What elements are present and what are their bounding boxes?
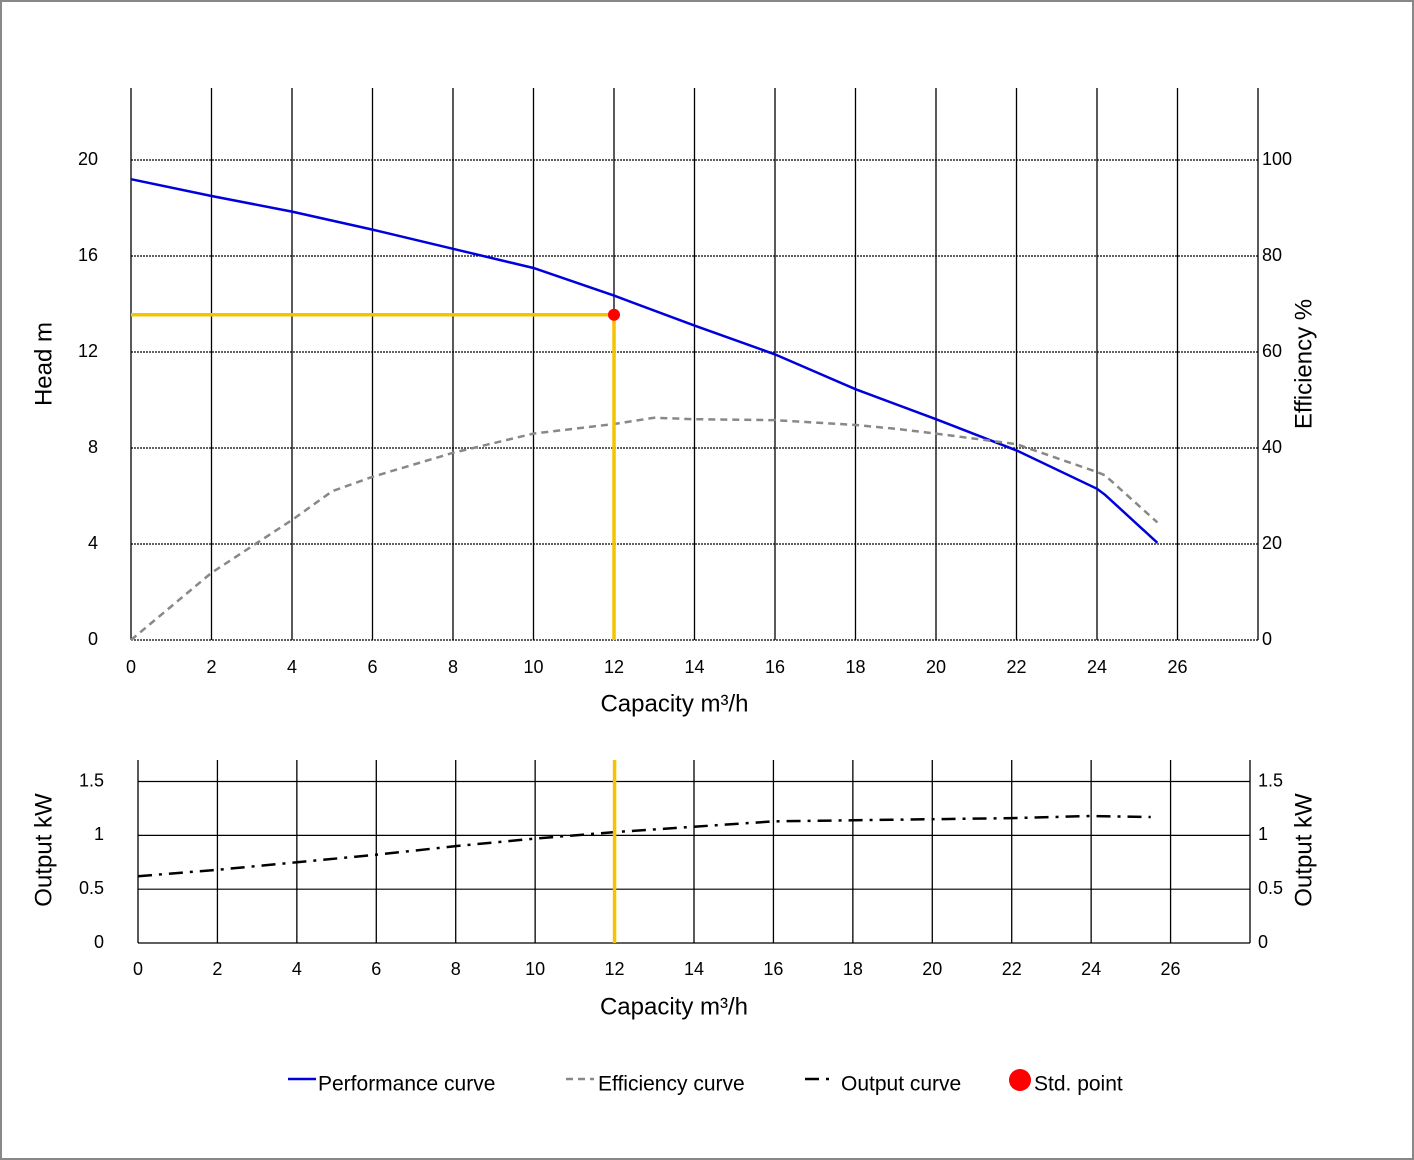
y-axis-title: Head m <box>30 322 57 406</box>
x-tick-label: 4 <box>292 959 302 979</box>
x-tick-label: 10 <box>525 959 545 979</box>
x-tick-label: 22 <box>1002 959 1022 979</box>
y2-tick-label: 20 <box>1262 533 1282 553</box>
x-axis-title: Capacity m³/h <box>600 690 748 717</box>
y-tick-label: 0 <box>88 629 98 649</box>
y-tick-label: 20 <box>78 149 98 169</box>
y2-tick-label: 60 <box>1262 341 1282 361</box>
x-tick-label: 22 <box>1006 657 1026 677</box>
x-tick-label: 2 <box>206 657 216 677</box>
x-tick-label: 12 <box>604 657 624 677</box>
series-line <box>130 416 1159 641</box>
x-tick-label: 6 <box>367 657 377 677</box>
y-tick-label: 1 <box>94 824 104 844</box>
y-tick-label: 0 <box>94 932 104 952</box>
x-tick-label: 2 <box>212 959 222 979</box>
y2-axis-title: Output kW <box>1290 793 1317 907</box>
x-tick-label: 14 <box>684 657 704 677</box>
y-tick-label: 12 <box>78 341 98 361</box>
x-tick-label: 0 <box>133 959 143 979</box>
x-tick-label: 4 <box>287 657 297 677</box>
legend-label: Efficiency curve <box>598 1073 745 1096</box>
y-tick-label: 8 <box>88 437 98 457</box>
y2-tick-label: 0.5 <box>1258 878 1283 898</box>
x-tick-label: 8 <box>451 959 461 979</box>
series-line <box>130 177 1159 544</box>
x-tick-label: 24 <box>1081 959 1101 979</box>
point <box>608 308 620 321</box>
y-tick-label: 4 <box>88 533 98 553</box>
x-tick-label: 0 <box>126 657 136 677</box>
x-tick-label: 26 <box>1161 959 1181 979</box>
x-tick-label: 16 <box>765 657 785 677</box>
y2-tick-label: 0 <box>1262 629 1272 649</box>
x-tick-label: 10 <box>523 657 543 677</box>
x-tick-label: 20 <box>922 959 942 979</box>
y2-tick-label: 100 <box>1262 149 1292 169</box>
y-tick-label: 16 <box>78 245 98 265</box>
x-tick-label: 24 <box>1087 657 1107 677</box>
x-axis-title: Capacity m³/h <box>600 993 748 1020</box>
legend-marker <box>1009 1069 1031 1091</box>
x-tick-label: 16 <box>763 959 783 979</box>
legend-label: Std. point <box>1034 1073 1123 1096</box>
x-tick-label: 26 <box>1167 657 1187 677</box>
x-tick-label: 18 <box>843 959 863 979</box>
legend-label: Output curve <box>841 1073 961 1096</box>
x-tick-label: 6 <box>371 959 381 979</box>
legend-label: Performance curve <box>318 1073 495 1096</box>
x-tick-label: 14 <box>684 959 704 979</box>
x-tick-label: 12 <box>605 959 625 979</box>
x-tick-label: 20 <box>926 657 946 677</box>
y-tick-label: 1.5 <box>79 770 104 790</box>
y-axis-title: Output kW <box>30 793 57 907</box>
y-tick-label: 0.5 <box>79 878 104 898</box>
x-tick-label: 8 <box>448 657 458 677</box>
y2-tick-label: 80 <box>1262 245 1282 265</box>
y2-tick-label: 40 <box>1262 437 1282 457</box>
y2-axis-title: Efficiency % <box>1290 299 1317 429</box>
y2-tick-label: 0 <box>1258 932 1268 952</box>
y2-tick-label: 1.5 <box>1258 770 1283 790</box>
series-line <box>137 814 1151 878</box>
x-tick-label: 18 <box>845 657 865 677</box>
y2-tick-label: 1 <box>1258 824 1268 844</box>
